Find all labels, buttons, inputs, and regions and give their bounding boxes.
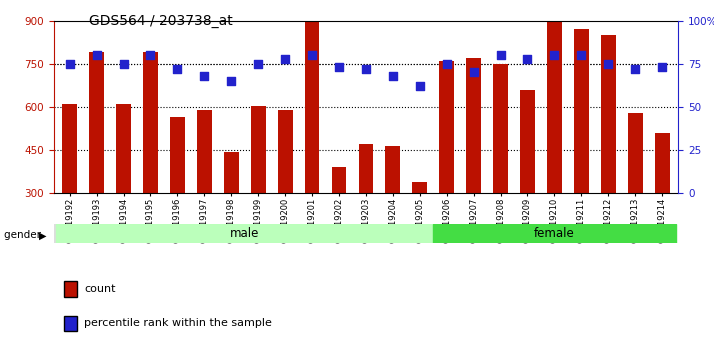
Point: [306, 52, 318, 58]
Bar: [278, 110, 293, 193]
Bar: [89, 52, 104, 193]
Bar: [628, 113, 643, 193]
Point: [603, 61, 614, 67]
Bar: [305, 21, 319, 193]
Bar: [116, 104, 131, 193]
Bar: [224, 151, 238, 193]
Bar: [520, 90, 535, 193]
Bar: [56, 224, 433, 243]
Bar: [62, 104, 77, 193]
Point: [630, 66, 641, 72]
Bar: [466, 58, 481, 193]
Point: [549, 52, 560, 58]
Bar: [143, 52, 158, 193]
Point: [441, 61, 453, 67]
Point: [575, 52, 587, 58]
Bar: [601, 35, 615, 193]
Point: [145, 52, 156, 58]
Text: percentile rank within the sample: percentile rank within the sample: [84, 318, 272, 328]
Text: gender: gender: [4, 230, 44, 240]
Bar: [493, 64, 508, 193]
Bar: [413, 182, 427, 193]
Text: male: male: [230, 227, 259, 240]
Point: [360, 66, 371, 72]
Text: GDS564 / 203738_at: GDS564 / 203738_at: [89, 14, 233, 28]
Bar: [358, 144, 373, 193]
Text: ▶: ▶: [39, 230, 46, 240]
Point: [198, 73, 210, 79]
Point: [118, 61, 129, 67]
Text: female: female: [534, 227, 575, 240]
Point: [333, 65, 345, 70]
Bar: [197, 110, 212, 193]
Point: [495, 52, 506, 58]
Point: [226, 78, 237, 84]
Bar: [170, 117, 185, 193]
Point: [414, 83, 426, 89]
Point: [91, 52, 102, 58]
Point: [522, 56, 533, 61]
Point: [253, 61, 264, 67]
Point: [387, 73, 398, 79]
Point: [468, 70, 479, 75]
Bar: [439, 61, 454, 193]
Bar: [386, 146, 401, 193]
Bar: [251, 106, 266, 193]
Point: [279, 56, 291, 61]
Text: count: count: [84, 284, 116, 294]
Point: [656, 65, 668, 70]
Bar: [547, 21, 562, 193]
Point: [64, 61, 76, 67]
Point: [171, 66, 183, 72]
Bar: [574, 29, 589, 193]
Bar: [655, 133, 670, 193]
Bar: [331, 167, 346, 193]
Bar: [433, 224, 675, 243]
